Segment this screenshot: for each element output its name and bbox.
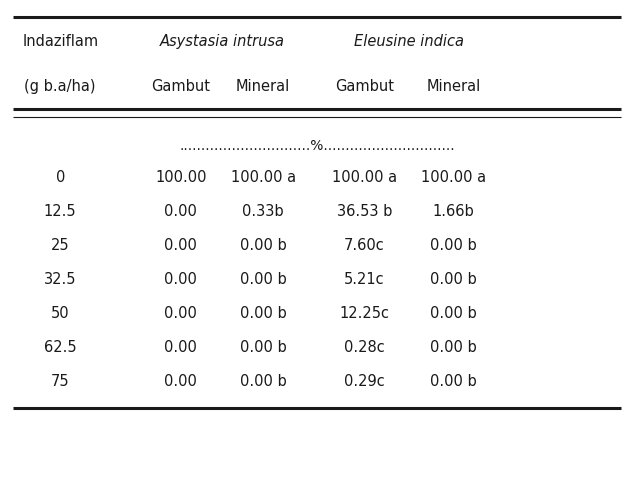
Text: 0.28c: 0.28c — [344, 340, 385, 355]
Text: 62.5: 62.5 — [44, 340, 77, 355]
Text: 1.66b: 1.66b — [432, 204, 474, 219]
Text: 0.00 b: 0.00 b — [430, 306, 477, 321]
Text: 0.29c: 0.29c — [344, 374, 385, 389]
Text: 0.00 b: 0.00 b — [430, 238, 477, 253]
Text: Mineral: Mineral — [426, 79, 481, 93]
Text: 0.00 b: 0.00 b — [240, 306, 287, 321]
Text: 0.00: 0.00 — [164, 374, 197, 389]
Text: 75: 75 — [51, 374, 70, 389]
Text: Mineral: Mineral — [236, 79, 290, 93]
Text: 0.00: 0.00 — [164, 272, 197, 287]
Text: 100.00 a: 100.00 a — [421, 170, 486, 185]
Text: 0.00: 0.00 — [164, 204, 197, 219]
Text: 25: 25 — [51, 238, 70, 253]
Text: 0.00: 0.00 — [164, 340, 197, 355]
Text: (g b.a/ha): (g b.a/ha) — [25, 79, 96, 93]
Text: Eleusine indica: Eleusine indica — [354, 34, 464, 49]
Text: 0: 0 — [56, 170, 65, 185]
Text: 0.00: 0.00 — [164, 306, 197, 321]
Text: Indaziflam: Indaziflam — [22, 34, 98, 49]
Text: 5.21c: 5.21c — [344, 272, 385, 287]
Text: 32.5: 32.5 — [44, 272, 77, 287]
Text: 0.00 b: 0.00 b — [240, 374, 287, 389]
Text: Gambut: Gambut — [151, 79, 210, 93]
Text: 0.00 b: 0.00 b — [430, 272, 477, 287]
Text: ..............................%..............................: ..............................%.........… — [179, 139, 455, 153]
Text: Asystasia intrusa: Asystasia intrusa — [159, 34, 285, 49]
Text: 0.00 b: 0.00 b — [240, 340, 287, 355]
Text: 100.00 a: 100.00 a — [231, 170, 295, 185]
Text: 100.00: 100.00 — [155, 170, 207, 185]
Text: 12.5: 12.5 — [44, 204, 77, 219]
Text: 0.00 b: 0.00 b — [240, 238, 287, 253]
Text: 0.00 b: 0.00 b — [240, 272, 287, 287]
Text: 12.25c: 12.25c — [340, 306, 389, 321]
Text: 50: 50 — [51, 306, 70, 321]
Text: 0.33b: 0.33b — [242, 204, 284, 219]
Text: 0.00 b: 0.00 b — [430, 340, 477, 355]
Text: 0.00 b: 0.00 b — [430, 374, 477, 389]
Text: Gambut: Gambut — [335, 79, 394, 93]
Text: 36.53 b: 36.53 b — [337, 204, 392, 219]
Text: 7.60c: 7.60c — [344, 238, 385, 253]
Text: 100.00 a: 100.00 a — [332, 170, 397, 185]
Text: 0.00: 0.00 — [164, 238, 197, 253]
